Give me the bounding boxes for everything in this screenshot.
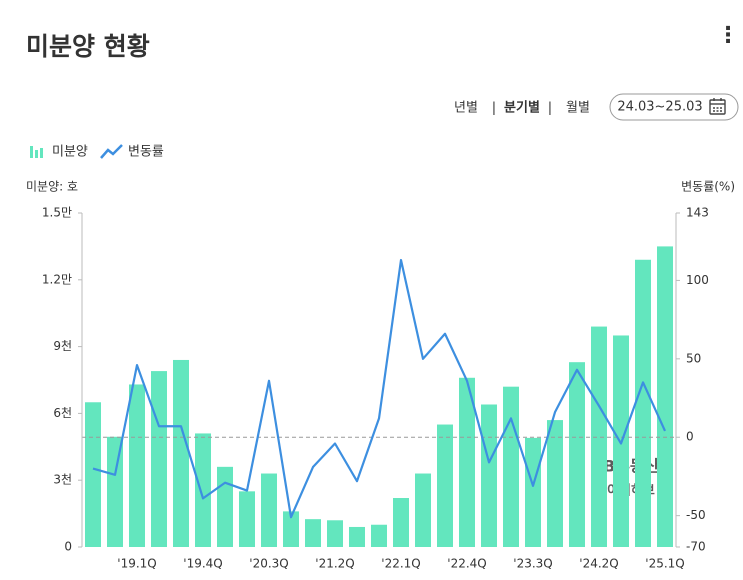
bar [261, 473, 277, 547]
bar [481, 404, 497, 547]
bar [371, 524, 387, 547]
bar [283, 511, 299, 547]
bar [415, 473, 431, 547]
legend-bar-icon [40, 148, 43, 158]
legend-label: 미분양 [52, 145, 88, 160]
date-range[interactable]: 24.03~25.03 [617, 100, 702, 115]
legend-bar-icon [30, 146, 33, 158]
bar [569, 362, 585, 547]
y2-tick-label: -70 [686, 540, 706, 554]
x-tick-label: '21.2Q [315, 557, 354, 571]
bar [195, 433, 211, 547]
separator: | [492, 101, 496, 116]
bar [129, 384, 145, 547]
menu-button[interactable]: ⋮ [717, 23, 739, 48]
legend-line-icon [100, 144, 123, 159]
bar [547, 420, 563, 547]
bar [173, 359, 189, 547]
separator: | [548, 101, 552, 116]
x-tick-label: '22.1Q [381, 557, 420, 571]
change-rate-line [92, 258, 667, 519]
y-tick-label: 6천 [53, 405, 72, 420]
bar [85, 402, 101, 547]
period-controls: 월별 | 분기별 | 년별 [454, 100, 590, 116]
bar [239, 491, 255, 547]
bar [393, 498, 409, 547]
bar [327, 520, 343, 547]
bar [657, 246, 673, 547]
y-tick-label: 1.5만 [42, 206, 72, 220]
period-option[interactable]: 분기별 [504, 100, 540, 116]
x-tick-label: '20.3Q [249, 557, 288, 571]
period-option[interactable]: 년별 [454, 101, 478, 116]
y2-tick-label: -50 [686, 508, 706, 522]
y-tick-label: 0 [64, 540, 72, 554]
x-tick-label: '19.4Q [183, 557, 222, 571]
x-tick-label: '23.3Q [513, 557, 552, 571]
legend: 미분양 변동률 [30, 144, 164, 160]
x-tick-label: '24.2Q [579, 557, 618, 571]
page-title: 미분양 현황 [26, 32, 150, 61]
y-tick-label: 1.2만 [42, 272, 72, 286]
bar [591, 326, 607, 547]
y-tick-label: 9천 [53, 338, 72, 353]
bar [107, 436, 123, 547]
y2-tick-label: 50 [686, 351, 701, 365]
y-axis-label: 미분양: 호 [26, 180, 78, 194]
period-option[interactable]: 월별 [566, 101, 590, 116]
bar [151, 371, 167, 547]
legend-label: 변동률 [128, 145, 164, 160]
y2-tick-label: 143 [686, 206, 709, 220]
calendar-icon[interactable] [709, 98, 726, 115]
bar [459, 377, 475, 547]
y2-tick-label: 0 [686, 430, 694, 444]
bar [525, 437, 541, 547]
x-tick-label: '22.4Q [447, 557, 486, 571]
plot: KB부동산데이터허브03천6천9천1.2만1.5만-70-50050100143… [42, 206, 709, 571]
y2-axis-label: 변동률(%) [681, 180, 735, 194]
x-tick-label: '25.1Q [645, 557, 684, 571]
legend-bar-icon [35, 150, 38, 158]
bar [349, 526, 365, 547]
bar [437, 424, 453, 547]
bar [305, 519, 321, 547]
bar [503, 386, 519, 547]
y-tick-label: 3천 [53, 472, 72, 487]
bar [635, 259, 651, 547]
y2-tick-label: 100 [686, 273, 709, 287]
bar [217, 466, 233, 547]
date-box[interactable] [609, 93, 739, 121]
x-tick-label: '19.1Q [117, 557, 156, 571]
